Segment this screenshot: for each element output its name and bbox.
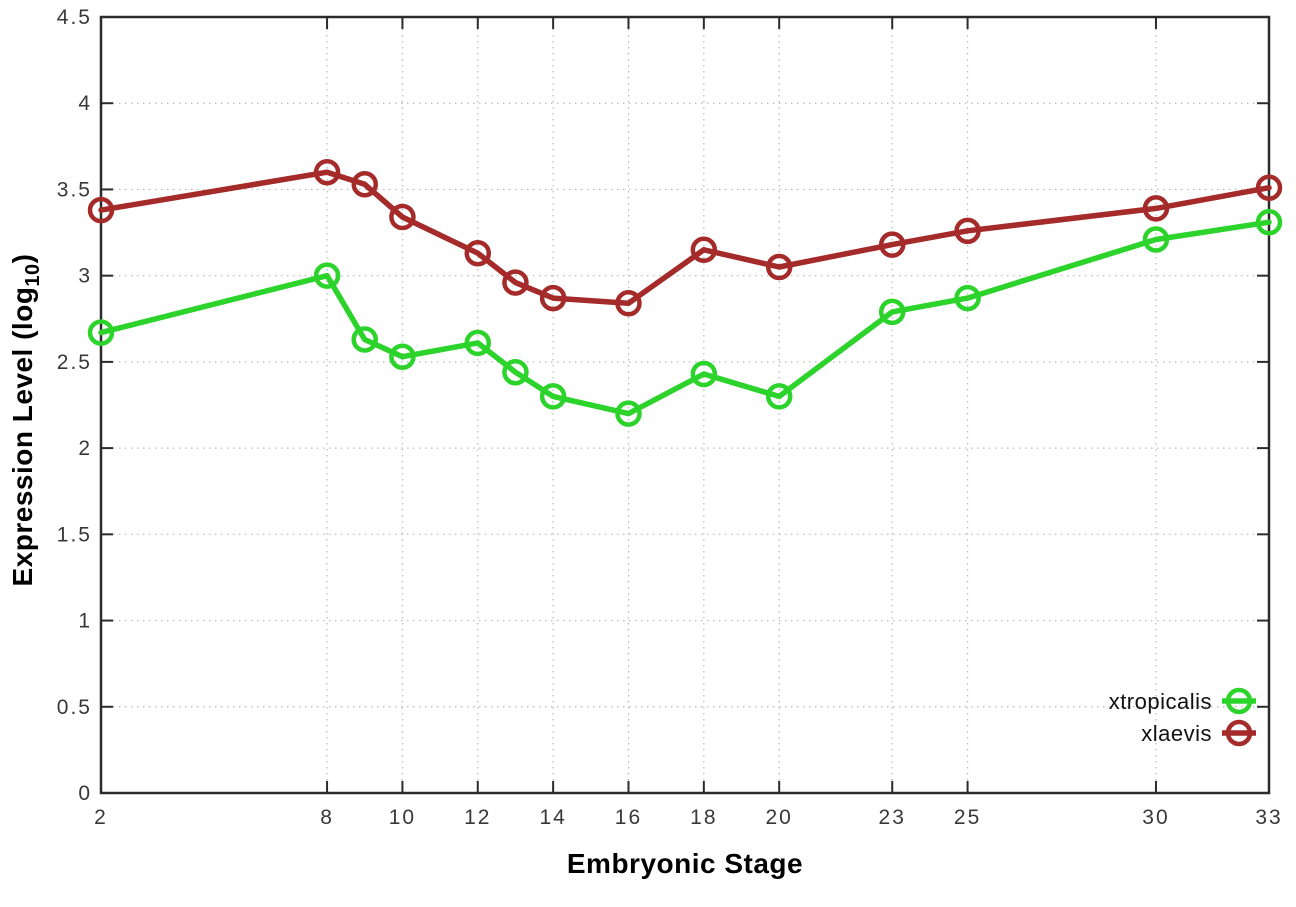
data-point-xtropicalis-stage-13 — [502, 358, 529, 386]
data-point-xlaevis-stage-30 — [1142, 195, 1170, 222]
y-tick-label: 0.5 — [57, 696, 92, 719]
data-point-xlaevis-stage-2 — [87, 196, 115, 224]
data-point-xlaevis-stage-16 — [615, 290, 642, 317]
series-xtropicalis — [87, 208, 1283, 427]
x-tick-label: 30 — [1142, 806, 1169, 829]
y-axis-title-text: Expression Level (log — [7, 286, 39, 587]
data-point-xlaevis-stage-33 — [1255, 174, 1283, 201]
y-tick-label: 4 — [78, 92, 92, 115]
y-tick-label: 3 — [78, 265, 92, 288]
x-tick-label: 10 — [389, 806, 416, 829]
data-point-xlaevis-stage-13 — [502, 269, 529, 296]
x-tick-label: 12 — [464, 806, 491, 829]
gridlines — [100, 16, 1270, 794]
data-point-xlaevis-stage-25 — [954, 217, 981, 245]
data-point-xtropicalis-stage-12 — [464, 329, 492, 357]
x-tick-label: 33 — [1255, 806, 1282, 829]
data-point-xtropicalis-stage-9 — [351, 326, 378, 353]
data-point-xlaevis-stage-9 — [351, 171, 378, 198]
x-axis-title: Embryonic Stage — [566, 848, 804, 879]
x-tick-labels: 2 8 10 12 14 16 18 20 23 25 30 33 — [94, 806, 1282, 829]
series-line-xlaevis — [98, 169, 1272, 307]
x-tick-label: 25 — [954, 806, 981, 829]
data-point-xlaevis-stage-14 — [539, 284, 567, 312]
x-tick-label: 18 — [690, 806, 717, 829]
y-tick-label: 1.5 — [57, 523, 92, 546]
x-tick-label: 8 — [320, 806, 334, 829]
legend-label-xtropicalis: xtropicalis — [1109, 689, 1212, 714]
y-axis-title: Expression Level (log10) — [7, 254, 45, 587]
y-tick-label: 0 — [78, 782, 92, 805]
data-point-xlaevis-stage-12 — [464, 239, 492, 267]
legend-item-xtropicalis: xtropicalis — [1109, 687, 1256, 715]
data-point-xlaevis-stage-8 — [313, 158, 341, 186]
axis-ticks — [100, 16, 1270, 794]
legend-marker-xtropicalis — [1225, 687, 1253, 715]
y-tick-label: 1 — [78, 610, 92, 633]
data-point-xtropicalis-stage-30 — [1142, 226, 1170, 253]
x-tick-label: 14 — [539, 806, 566, 829]
series-line-xtropicalis — [98, 219, 1272, 417]
data-point-xtropicalis-stage-8 — [313, 262, 341, 289]
data-point-xlaevis-stage-23 — [878, 231, 906, 258]
data-point-xlaevis-stage-18 — [690, 236, 718, 264]
plot-frame — [99, 15, 1271, 795]
x-tick-label: 23 — [879, 806, 906, 829]
x-tick-label: 2 — [94, 806, 108, 829]
data-point-xtropicalis-stage-16 — [615, 400, 642, 427]
data-point-xtropicalis-stage-10 — [389, 343, 416, 370]
data-point-xtropicalis-stage-18 — [690, 360, 718, 388]
data-point-xtropicalis-stage-14 — [539, 383, 567, 410]
x-tick-label: 16 — [615, 806, 642, 829]
y-axis-title-close: ) — [7, 253, 39, 264]
legend: xtropicalis xlaevis — [1109, 687, 1256, 747]
y-tick-label: 2.5 — [57, 351, 92, 374]
y-tick-label: 3.5 — [57, 178, 92, 201]
legend-item-xlaevis: xlaevis — [1141, 719, 1256, 747]
legend-marker-xlaevis — [1225, 719, 1253, 747]
data-point-xtropicalis-stage-33 — [1255, 208, 1283, 236]
data-point-xtropicalis-stage-23 — [878, 298, 906, 326]
data-point-xtropicalis-stage-20 — [765, 383, 793, 410]
y-tick-labels: 0 0.5 1 1.5 2 2.5 3 3.5 4 4.5 — [57, 6, 92, 805]
data-point-xlaevis-stage-10 — [389, 203, 416, 231]
data-point-xlaevis-stage-20 — [765, 253, 793, 281]
series-xlaevis — [87, 158, 1283, 317]
legend-label-xlaevis: xlaevis — [1141, 721, 1212, 746]
data-point-xtropicalis-stage-2 — [87, 319, 115, 346]
x-tick-label: 20 — [766, 806, 793, 829]
y-axis-title-subscript: 10 — [21, 263, 44, 287]
data-point-xtropicalis-stage-25 — [954, 284, 981, 312]
y-tick-label: 4.5 — [57, 6, 92, 29]
y-tick-label: 2 — [78, 437, 92, 460]
